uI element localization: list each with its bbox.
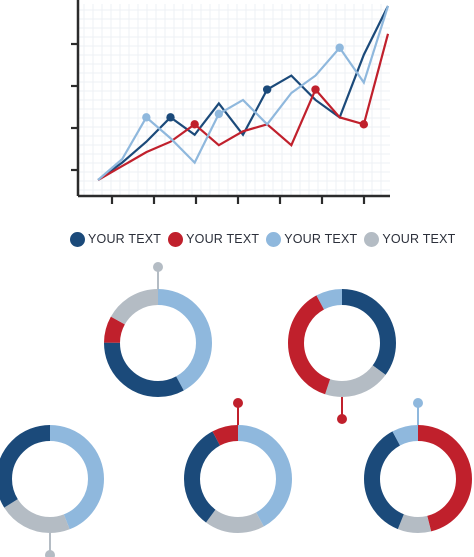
donut-segment xyxy=(184,425,292,533)
donut-segment xyxy=(184,425,292,533)
legend-item-4: YOUR TEXT xyxy=(364,231,456,247)
legend-dot-light-blue xyxy=(266,231,282,247)
donut-4 xyxy=(184,398,292,533)
donut-1 xyxy=(104,262,212,397)
data-point xyxy=(142,113,151,122)
data-point xyxy=(359,120,369,129)
legend-item-2: YOUR TEXT xyxy=(168,231,260,247)
legend-item-1: YOUR TEXT xyxy=(70,231,162,247)
legend-dot-red xyxy=(168,231,184,247)
legend-label-4: YOUR TEXT xyxy=(382,232,456,246)
legend-dot-gray xyxy=(364,231,380,247)
donut-segment xyxy=(0,425,104,533)
stem-dot xyxy=(337,414,347,424)
legend-item-3: YOUR TEXT xyxy=(266,231,358,247)
donut-segment xyxy=(364,425,472,533)
donut-2 xyxy=(288,289,396,424)
stem-dot xyxy=(413,398,423,408)
grid xyxy=(78,4,390,196)
series-line-2 xyxy=(97,33,390,181)
donut-segment xyxy=(104,289,212,397)
legend-label-1: YOUR TEXT xyxy=(88,232,162,246)
legend-label-3: YOUR TEXT xyxy=(284,232,358,246)
data-point xyxy=(311,85,320,94)
data-point xyxy=(262,85,272,94)
stem-dot xyxy=(45,550,55,557)
donut-segment xyxy=(288,289,396,397)
donut-segment xyxy=(0,425,104,533)
donut-segment xyxy=(288,289,396,397)
data-point xyxy=(214,109,224,119)
donut-segment xyxy=(364,425,472,533)
stem-dot xyxy=(153,262,163,272)
donut-segment xyxy=(104,289,212,397)
donut-5 xyxy=(364,398,472,533)
donut-charts xyxy=(0,262,472,557)
donut-segment xyxy=(184,425,292,533)
legend: YOUR TEXT YOUR TEXT YOUR TEXT YOUR TEXT xyxy=(70,229,470,249)
data-point xyxy=(335,43,344,52)
donut-3 xyxy=(0,425,104,557)
line-chart xyxy=(71,0,390,204)
legend-dot-navy xyxy=(70,231,85,247)
stem-dot xyxy=(233,398,243,408)
donut-segment xyxy=(288,289,396,397)
donut-segment xyxy=(364,425,472,533)
data-point xyxy=(190,120,199,129)
data-point xyxy=(166,113,175,122)
legend-label-2: YOUR TEXT xyxy=(186,232,260,246)
